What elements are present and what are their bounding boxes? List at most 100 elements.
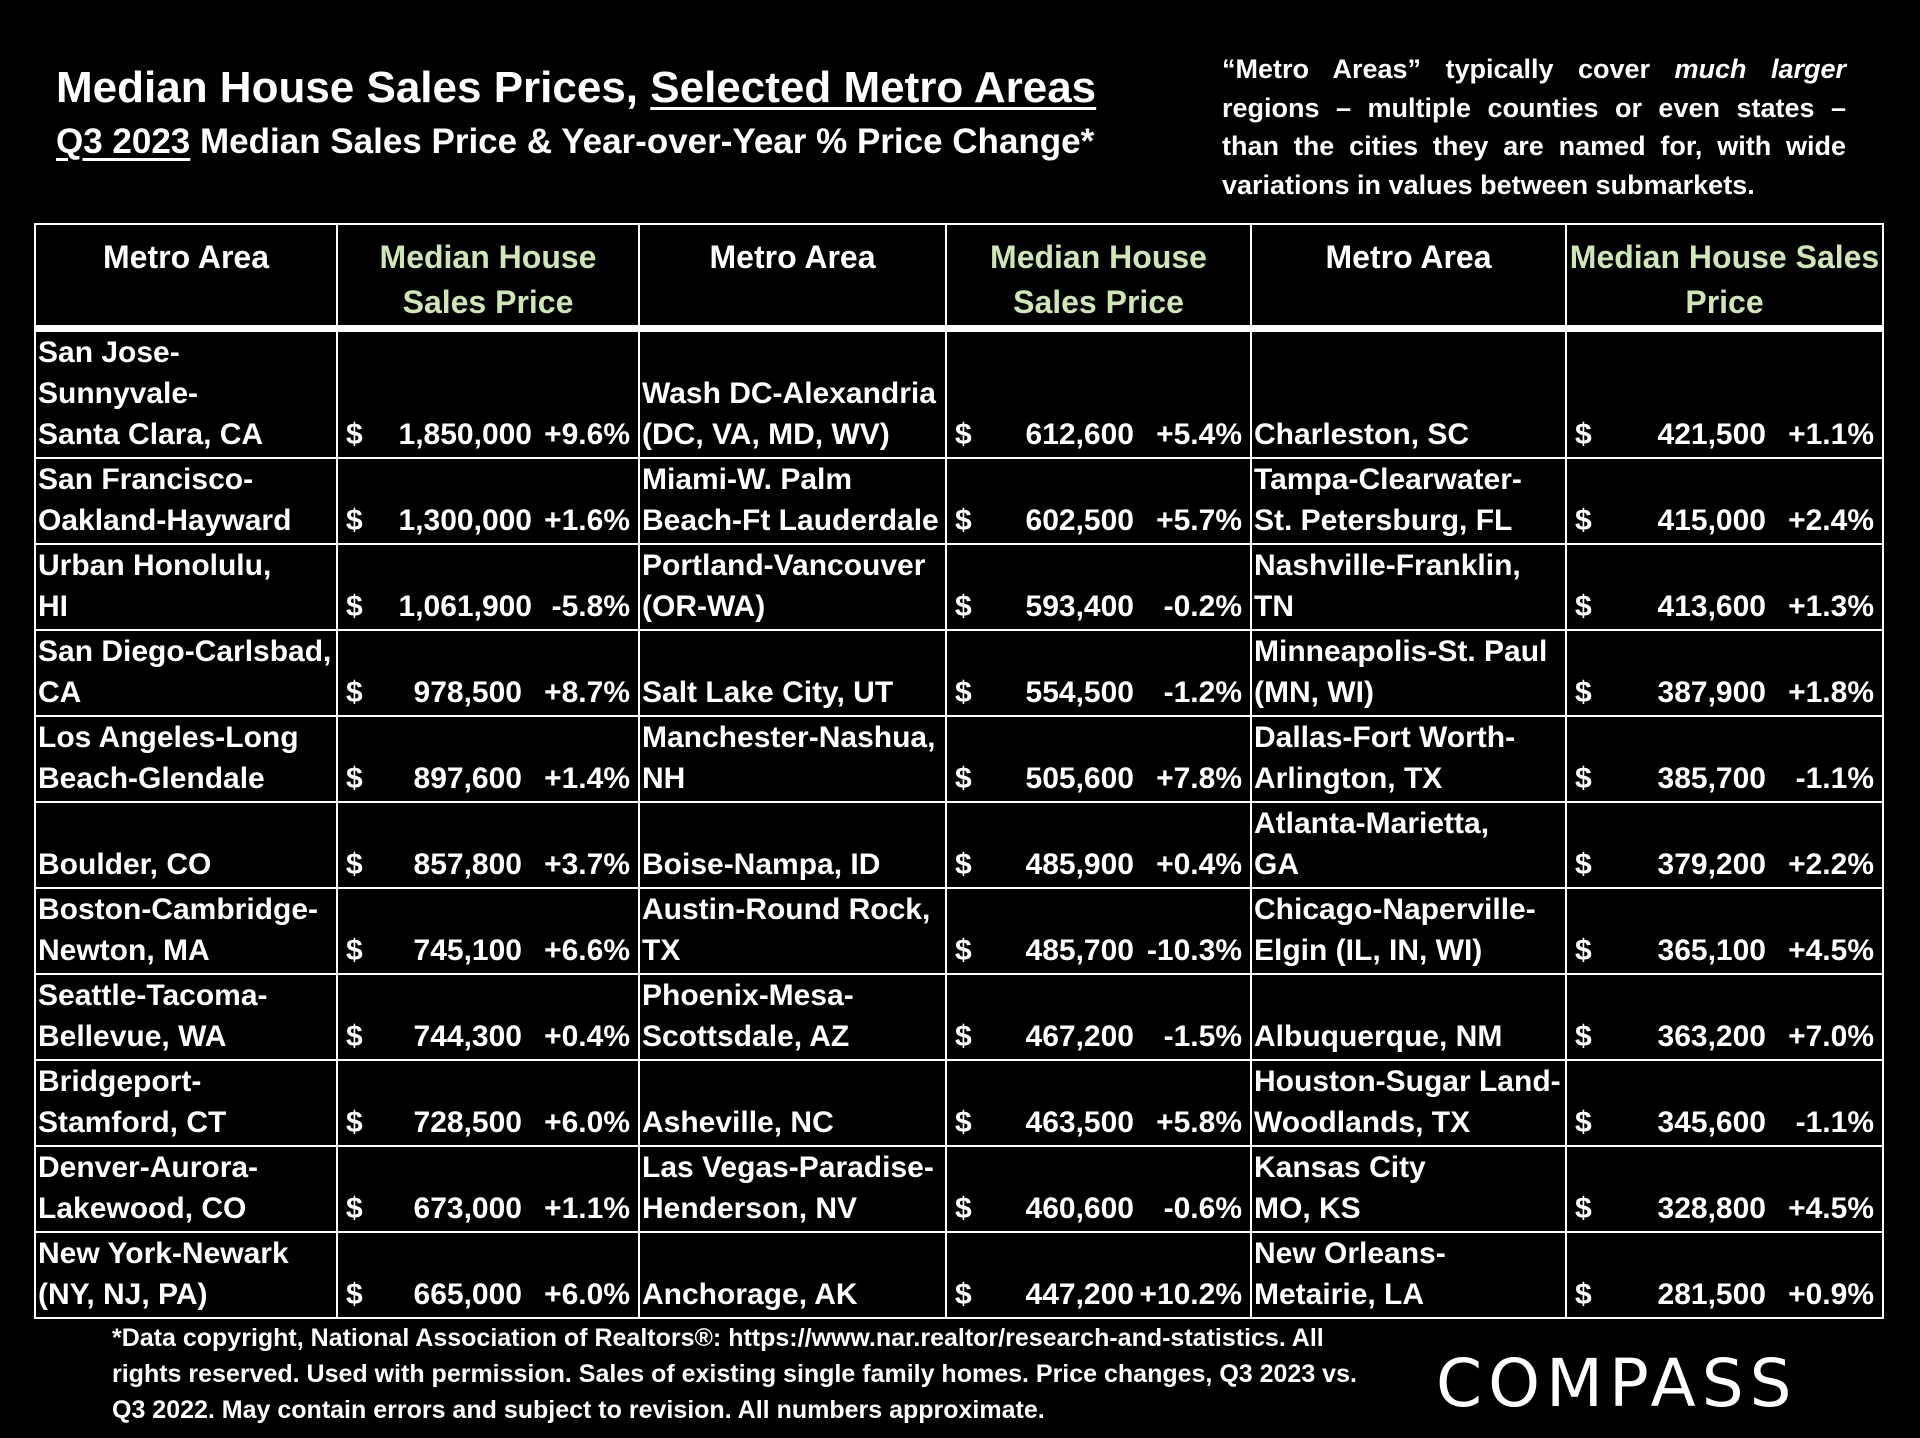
table-header-row: Metro Area Median House Sales Price Metr… bbox=[34, 223, 1884, 330]
metro-area-cell: Albuquerque, NM bbox=[1250, 973, 1567, 1061]
column-header-price: Median House Sales Price bbox=[945, 223, 1252, 330]
dollar-sign: $ bbox=[1575, 418, 1592, 451]
price-cell: $1,850,000 +9.6% bbox=[336, 327, 640, 459]
median-price-value: 387,900 bbox=[1657, 676, 1766, 709]
page-title: Median House Sales Prices, Selected Metr… bbox=[56, 60, 1176, 116]
metro-area-cell: Las Vegas-Paradise- Henderson, NV bbox=[638, 1145, 947, 1233]
yoy-change-value: +5.7% bbox=[1156, 504, 1242, 537]
dollar-sign: $ bbox=[346, 762, 363, 795]
table-row: Seattle-Tacoma- Bellevue, WA $744,300 +0.4… bbox=[34, 973, 1884, 1061]
yoy-change-value: -1.1% bbox=[1795, 762, 1874, 795]
median-price-value: 365,100 bbox=[1657, 934, 1766, 967]
median-price-value: 505,600 bbox=[1025, 762, 1134, 795]
median-price-value: 978,500 bbox=[413, 676, 522, 709]
yoy-change-value: -0.2% bbox=[1163, 590, 1242, 623]
median-price-value: 857,800 bbox=[413, 848, 522, 881]
median-price-value: 593,400 bbox=[1025, 590, 1134, 623]
median-price-value: 665,000 bbox=[413, 1278, 522, 1311]
price-cell: $281,500 +0.9% bbox=[1565, 1231, 1884, 1319]
price-cell: $978,500 +8.7% bbox=[336, 629, 640, 717]
median-price-value: 554,500 bbox=[1025, 676, 1134, 709]
median-price-value: 447,200 bbox=[1025, 1278, 1134, 1311]
dollar-sign: $ bbox=[1575, 848, 1592, 881]
yoy-change-value: +2.4% bbox=[1788, 504, 1874, 537]
median-price-value: 1,850,000 bbox=[398, 418, 532, 451]
price-table: Metro Area Median House Sales Price Metr… bbox=[34, 223, 1884, 1319]
dollar-sign: $ bbox=[955, 1278, 972, 1311]
table-row: Urban Honolulu, HI $1,061,900 -5.8% Portlan… bbox=[34, 543, 1884, 631]
yoy-change-value: +1.6% bbox=[544, 504, 630, 537]
dollar-sign: $ bbox=[1575, 1020, 1592, 1053]
compass-logo: COMPASS bbox=[1436, 1345, 1798, 1422]
title-text: Median House Sales Prices, bbox=[56, 63, 651, 112]
metro-area-cell: Atlanta-Marietta, GA bbox=[1250, 801, 1567, 889]
footnote: *Data copyright, National Association of… bbox=[112, 1324, 1357, 1424]
metro-area-cell: Austin-Round Rock, TX bbox=[638, 887, 947, 975]
dollar-sign: $ bbox=[1575, 762, 1592, 795]
table-row: Los Angeles-Long Beach-Glendale $897,600 +… bbox=[34, 715, 1884, 803]
price-cell: $554,500 -1.2% bbox=[945, 629, 1252, 717]
median-price-value: 1,300,000 bbox=[398, 504, 532, 537]
yoy-change-value: -1.2% bbox=[1163, 676, 1242, 709]
dollar-sign: $ bbox=[955, 848, 972, 881]
table-row: Boston-Cambridge- Newton, MA $745,100 +6.6… bbox=[34, 887, 1884, 975]
price-cell: $365,100 +4.5% bbox=[1565, 887, 1884, 975]
dollar-sign: $ bbox=[955, 934, 972, 967]
yoy-change-value: -0.6% bbox=[1163, 1192, 1242, 1225]
metro-area-cell: San Diego-Carlsbad, CA bbox=[34, 629, 338, 717]
dollar-sign: $ bbox=[1575, 934, 1592, 967]
metro-area-cell: Tampa-Clearwater- St. Petersburg, FL bbox=[1250, 457, 1567, 545]
column-header-metro: Metro Area bbox=[34, 223, 338, 330]
dollar-sign: $ bbox=[955, 676, 972, 709]
yoy-change-value: +0.4% bbox=[544, 1020, 630, 1053]
dollar-sign: $ bbox=[1575, 1106, 1592, 1139]
dollar-sign: $ bbox=[1575, 1278, 1592, 1311]
price-cell: $467,200 -1.5% bbox=[945, 973, 1252, 1061]
metro-area-cell: Urban Honolulu, HI bbox=[34, 543, 338, 631]
metro-area-cell: Portland-Vancouver (OR-WA) bbox=[638, 543, 947, 631]
dollar-sign: $ bbox=[346, 1106, 363, 1139]
table-body: San Jose-Sunnyvale- Santa Clara, CA $1,85… bbox=[34, 327, 1884, 1319]
column-header-price: Median House Sales Price bbox=[1565, 223, 1884, 330]
dollar-sign: $ bbox=[346, 1020, 363, 1053]
price-cell: $897,600 +1.4% bbox=[336, 715, 640, 803]
price-cell: $415,000 +2.4% bbox=[1565, 457, 1884, 545]
median-price-value: 460,600 bbox=[1025, 1192, 1134, 1225]
yoy-change-value: +0.9% bbox=[1788, 1278, 1874, 1311]
price-cell: $387,900 +1.8% bbox=[1565, 629, 1884, 717]
column-header-metro: Metro Area bbox=[1250, 223, 1567, 330]
yoy-change-value: +5.8% bbox=[1156, 1106, 1242, 1139]
metro-area-cell: Manchester-Nashua, NH bbox=[638, 715, 947, 803]
median-price-value: 467,200 bbox=[1025, 1020, 1134, 1053]
dollar-sign: $ bbox=[955, 504, 972, 537]
median-price-value: 744,300 bbox=[413, 1020, 522, 1053]
metro-area-cell: San Jose-Sunnyvale- Santa Clara, CA bbox=[34, 327, 338, 459]
metro-area-cell: Seattle-Tacoma- Bellevue, WA bbox=[34, 973, 338, 1061]
metro-area-cell: Anchorage, AK bbox=[638, 1231, 947, 1319]
yoy-change-value: +7.0% bbox=[1788, 1020, 1874, 1053]
price-cell: $745,100 +6.6% bbox=[336, 887, 640, 975]
median-price-value: 421,500 bbox=[1657, 418, 1766, 451]
yoy-change-value: +1.4% bbox=[544, 762, 630, 795]
price-cell: $379,200 +2.2% bbox=[1565, 801, 1884, 889]
yoy-change-value: +3.7% bbox=[544, 848, 630, 881]
dollar-sign: $ bbox=[346, 1192, 363, 1225]
median-price-value: 281,500 bbox=[1657, 1278, 1766, 1311]
yoy-change-value: -10.3% bbox=[1146, 934, 1242, 967]
metro-area-cell: San Francisco- Oakland-Hayward bbox=[34, 457, 338, 545]
table-row: San Jose-Sunnyvale- Santa Clara, CA $1,85… bbox=[34, 327, 1884, 459]
price-cell: $673,000 +1.1% bbox=[336, 1145, 640, 1233]
median-price-value: 612,600 bbox=[1025, 418, 1134, 451]
median-price-value: 673,000 bbox=[413, 1192, 522, 1225]
dollar-sign: $ bbox=[346, 418, 363, 451]
dollar-sign: $ bbox=[955, 418, 972, 451]
price-cell: $385,700 -1.1% bbox=[1565, 715, 1884, 803]
median-price-value: 602,500 bbox=[1025, 504, 1134, 537]
dollar-sign: $ bbox=[346, 848, 363, 881]
yoy-change-value: +1.3% bbox=[1788, 590, 1874, 623]
median-price-value: 363,200 bbox=[1657, 1020, 1766, 1053]
dollar-sign: $ bbox=[955, 1192, 972, 1225]
dollar-sign: $ bbox=[346, 1278, 363, 1311]
yoy-change-value: +6.6% bbox=[544, 934, 630, 967]
metro-area-cell: New York-Newark (NY, NJ, PA) bbox=[34, 1231, 338, 1319]
